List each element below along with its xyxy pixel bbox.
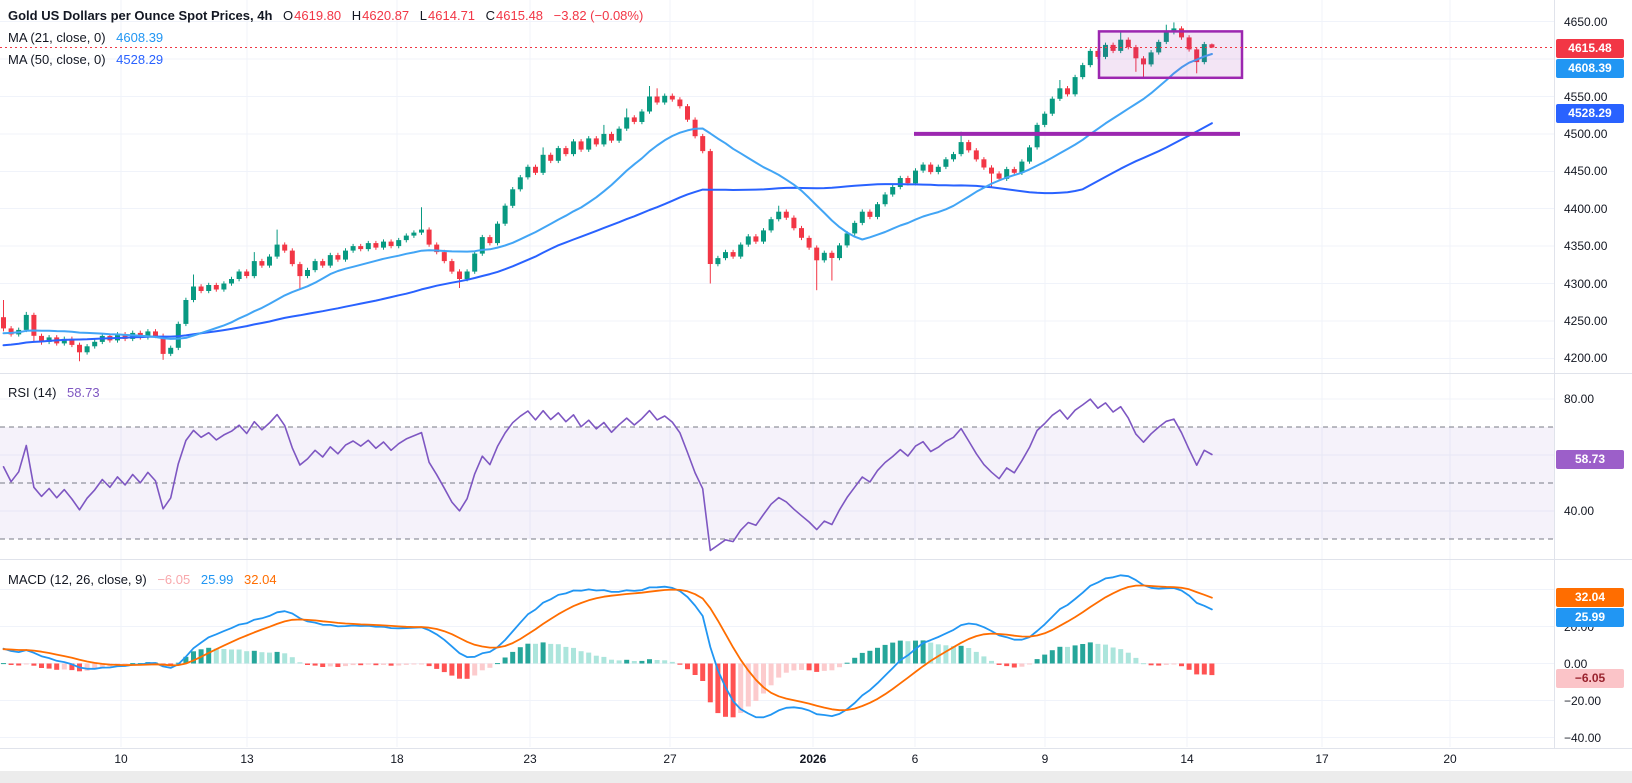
bottom-strip (0, 771, 1632, 783)
macd-histogram (1, 640, 1215, 718)
time-tick-label: 10 (114, 752, 128, 766)
time-tick-label: 13 (240, 752, 254, 766)
ma21-badge: 4608.39 (1556, 59, 1624, 78)
time-tick-label: 6 (911, 752, 919, 766)
close-label: C (485, 8, 496, 23)
time-tick-label: 9 (1041, 752, 1049, 766)
time-tick-label: 17 (1315, 752, 1329, 766)
candles (1, 22, 1215, 362)
price-tick-label: 4500.00 (1564, 126, 1608, 141)
grid (0, 0, 1554, 747)
price-tick-label: 4350.00 (1564, 239, 1608, 254)
price-tick-label: 4300.00 (1564, 276, 1608, 291)
close-value: 4615.48 (496, 8, 544, 23)
symbol-title: Gold US Dollars per Ounce Spot Prices, 4… (8, 8, 273, 23)
price-tick-label: 4400.00 (1564, 201, 1608, 216)
pane-separator-main-rsi[interactable] (0, 373, 1632, 374)
time-tick-label: 20 (1443, 752, 1457, 766)
ma50-label: MA (50, close, 0) (8, 52, 106, 67)
time-tick-label: 18 (390, 752, 404, 766)
rsi-value: 58.73 (67, 385, 100, 400)
low-label: L (419, 8, 428, 23)
rsi-tick-label: 40.00 (1564, 504, 1595, 518)
drawing-rectangle (1097, 30, 1244, 80)
macd-hist-badge: −6.05 (1556, 668, 1624, 688)
ma21-legend-row[interactable]: MA (21, close, 0) 4608.39 (8, 30, 163, 45)
macd-legend-row[interactable]: MACD (12, 26, close, 9) −6.05 25.99 32.0… (8, 572, 277, 587)
time-tick-label: 27 (663, 752, 677, 766)
rsi-label: RSI (14) (8, 385, 57, 400)
macd-line-value: 25.99 (200, 572, 234, 587)
rsi-badge: 58.73 (1556, 449, 1624, 469)
main-legend-row[interactable]: Gold US Dollars per Ounce Spot Prices, 4… (8, 8, 643, 23)
rsi-legend-row[interactable]: RSI (14) 58.73 (8, 385, 100, 400)
macd-signal-line (2, 584, 1213, 712)
time-tick-label: 2026 (799, 752, 827, 766)
change-value: −3.82 (−0.08%) (553, 8, 644, 23)
ma21-line (2, 53, 1213, 340)
last-price-badge: 4615.48 (1556, 38, 1624, 58)
rsi-tick-label: 80.00 (1564, 392, 1595, 406)
ma50-value: 4528.29 (116, 52, 164, 67)
macd-signal-value: 32.04 (244, 572, 277, 587)
price-tick-label: 4550.00 (1564, 89, 1608, 104)
macd-hist-value: −6.05 (157, 572, 191, 587)
price-tick-label: 4650.00 (1564, 14, 1608, 29)
price-tick-label: 4450.00 (1564, 164, 1608, 179)
high-label: H (351, 8, 362, 23)
time-tick-label: 23 (523, 752, 537, 766)
open-value: 4619.80 (294, 8, 342, 23)
price-tick-label: 4250.00 (1564, 313, 1608, 328)
ma50-badge: 4528.29 (1556, 103, 1624, 123)
ma21-label: MA (21, close, 0) (8, 30, 106, 45)
rsi-line (2, 398, 1213, 552)
macd-line (2, 574, 1213, 719)
ma21-value: 4608.39 (116, 30, 164, 45)
macd-tick-label: −20.00 (1564, 693, 1602, 708)
ma50-legend-row[interactable]: MA (50, close, 0) 4528.29 (8, 52, 163, 67)
time-tick-label: 14 (1180, 752, 1194, 766)
price-tick-label: 4200.00 (1564, 351, 1608, 366)
macd-signal-badge: 32.04 (1556, 588, 1624, 607)
macd-line-badge: 25.99 (1556, 607, 1624, 627)
high-value: 4620.87 (362, 8, 410, 23)
macd-tick-label: −40.00 (1564, 730, 1602, 745)
macd-label: MACD (12, 26, close, 9) (8, 572, 147, 587)
low-value: 4614.71 (428, 8, 476, 23)
open-label: O (283, 8, 294, 23)
pane-separator-rsi-macd[interactable] (0, 559, 1632, 560)
macd-tick-label: 0.00 (1564, 656, 1588, 671)
